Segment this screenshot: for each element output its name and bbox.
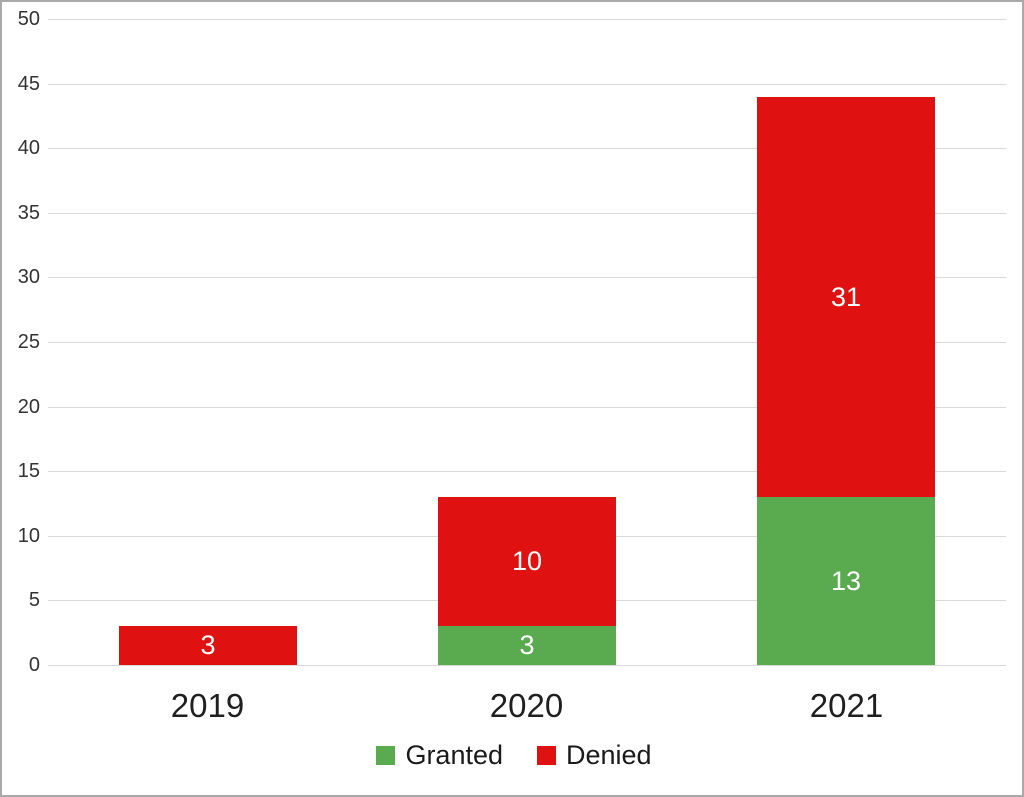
x-axis-label-2021: 2021	[809, 687, 884, 724]
bar-value-label-denied-2020: 10	[511, 546, 543, 576]
gridline-0	[48, 665, 1006, 666]
y-tick-label-50: 50	[17, 8, 40, 30]
gridline-15	[48, 471, 1006, 472]
bar-segment-granted-2021: 13	[757, 497, 935, 665]
bar-segment-denied-2021: 31	[757, 97, 935, 497]
legend-label-granted: Granted	[405, 740, 503, 770]
y-tick-label-15: 15	[17, 460, 40, 482]
bar-value-label-denied-2019: 3	[200, 630, 216, 660]
x-axis-label-2019: 2019	[170, 687, 245, 724]
gridline-40	[48, 148, 1006, 149]
bar-segment-denied-2020: 10	[438, 497, 616, 626]
x-axis-label-2020: 2020	[489, 687, 564, 724]
y-tick-label-45: 45	[17, 73, 40, 95]
y-tick-label-0: 0	[28, 654, 40, 676]
bar-value-label-granted-2021: 13	[830, 565, 862, 596]
y-tick-label-10: 10	[17, 525, 40, 547]
legend-item-denied: Denied	[537, 742, 652, 769]
y-tick-label-5: 5	[28, 589, 40, 611]
bar-value-label-granted-2020: 3	[519, 630, 535, 660]
gridline-35	[48, 213, 1006, 214]
bar-segment-denied-2019: 3	[119, 626, 297, 665]
legend: Granted Denied	[2, 742, 1022, 769]
y-tick-label-30: 30	[17, 266, 40, 288]
bar-value-label-denied-2021: 31	[830, 281, 862, 312]
gridline-25	[48, 342, 1006, 343]
y-tick-label-35: 35	[17, 202, 40, 224]
gridline-50	[48, 19, 1006, 20]
legend-swatch-granted-icon	[376, 746, 396, 765]
y-tick-label-25: 25	[17, 331, 40, 353]
y-tick-label-40: 40	[17, 137, 40, 159]
legend-label-denied: Denied	[566, 740, 652, 770]
legend-swatch-denied-icon	[537, 746, 556, 765]
y-tick-label-20: 20	[17, 396, 40, 418]
gridline-20	[48, 407, 1006, 408]
bar-segment-granted-2020: 3	[438, 626, 616, 665]
legend-item-granted: Granted	[376, 742, 503, 769]
gridline-30	[48, 277, 1006, 278]
gridline-45	[48, 84, 1006, 85]
